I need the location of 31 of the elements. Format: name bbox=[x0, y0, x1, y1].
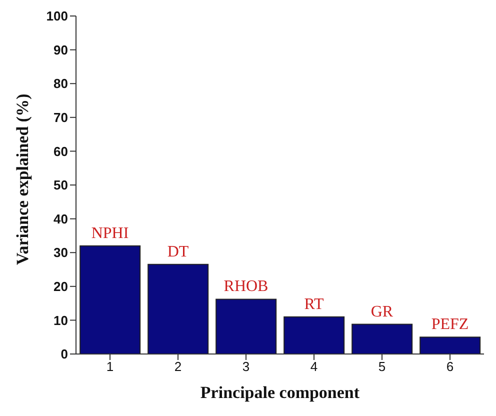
y-tick-label: 10 bbox=[54, 312, 68, 328]
y-tick-label: 90 bbox=[54, 42, 68, 58]
x-axis-title: Principale component bbox=[200, 383, 360, 402]
y-tick-label: 20 bbox=[54, 279, 68, 294]
x-tick-label: 4 bbox=[310, 359, 318, 374]
y-tick-label: 50 bbox=[54, 178, 68, 193]
x-tick-label: 1 bbox=[106, 359, 114, 374]
bar bbox=[80, 245, 141, 354]
bar bbox=[148, 264, 209, 354]
y-axis-title: Variance explained (%) bbox=[13, 94, 32, 265]
bar bbox=[216, 298, 277, 354]
x-tick-label: 2 bbox=[174, 359, 182, 374]
y-tick-label: 100 bbox=[46, 8, 68, 24]
annotation: PEFZ bbox=[431, 316, 469, 334]
annotation: RHOB bbox=[224, 278, 268, 296]
x-tick-label: 5 bbox=[378, 359, 386, 374]
annotation: DT bbox=[167, 243, 189, 260]
y-tick-label: 60 bbox=[54, 144, 68, 159]
y-tick-label: 70 bbox=[54, 110, 68, 126]
y-tick-label: 30 bbox=[54, 245, 68, 260]
y-tick-label: 80 bbox=[54, 76, 68, 92]
annotation: RT bbox=[304, 296, 324, 313]
annotation: GR bbox=[370, 303, 394, 320]
y-tick-label: 40 bbox=[54, 211, 68, 226]
bar bbox=[352, 324, 413, 354]
x-tick-label: 3 bbox=[242, 359, 250, 374]
y-tick-label: 0 bbox=[60, 346, 68, 362]
bar bbox=[284, 316, 345, 354]
x-tick-label: 6 bbox=[446, 359, 454, 374]
bar bbox=[420, 336, 481, 354]
annotation: NPHI bbox=[91, 224, 129, 242]
